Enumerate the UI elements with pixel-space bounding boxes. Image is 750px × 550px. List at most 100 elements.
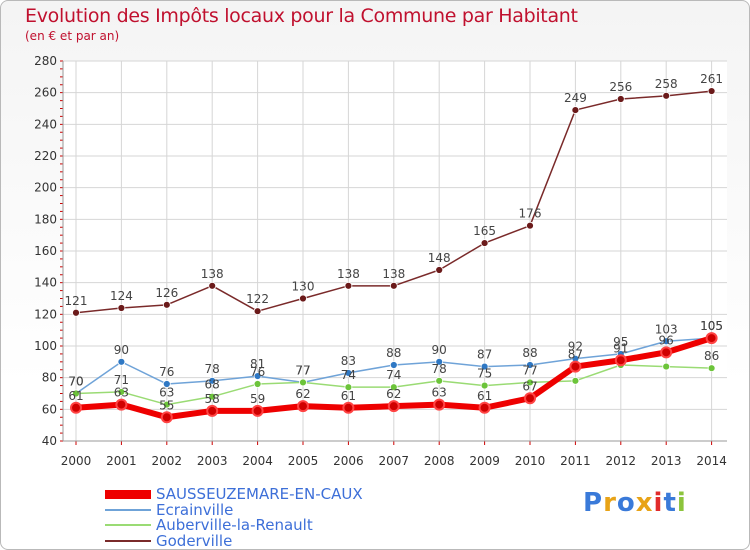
legend-label-sausseuzemare: SAUSSEUZEMARE-EN-CAUX (156, 485, 363, 503)
data-point-goderville (480, 239, 489, 247)
data-label-sausseuzemare-en-caux: 67 (522, 379, 537, 393)
data-point-sausseuzemare-en-caux (660, 346, 673, 359)
data-point-sausseuzemare-en-caux (524, 392, 536, 405)
x-tick-label: 2008 (424, 454, 455, 468)
data-point-sausseuzemare-en-caux (433, 398, 446, 411)
data-point-ecrainville (208, 376, 217, 385)
data-point-goderville (662, 91, 671, 100)
data-point-goderville (616, 95, 625, 103)
logo-letter: o (616, 488, 636, 518)
y-tick-label: 60 (42, 402, 57, 416)
x-tick-label: 2009 (469, 454, 500, 468)
data-label-auberville-la-renault: 71 (114, 373, 129, 387)
data-label-goderville: 256 (609, 80, 632, 94)
data-point-ecrainville (526, 361, 534, 369)
data-point-sausseuzemare-en-caux (342, 401, 355, 414)
data-point-ecrainville (117, 357, 126, 366)
data-label-sausseuzemare-en-caux: 62 (386, 387, 401, 401)
logo-letter: r (603, 488, 617, 518)
x-tick-label: 2006 (333, 454, 364, 468)
data-point-goderville (435, 266, 444, 274)
data-point-auberville-la-renault (162, 400, 171, 409)
x-tick-label: 2003 (197, 454, 228, 468)
data-label-ecrainville: 76 (159, 365, 174, 379)
data-label-sausseuzemare-en-caux: 55 (159, 398, 174, 412)
data-point-ecrainville (435, 357, 444, 366)
x-tick-label: 2013 (651, 454, 682, 468)
data-label-sausseuzemare-en-caux: 96 (659, 333, 674, 347)
data-point-sausseuzemare-en-caux (115, 398, 128, 411)
data-label-ecrainville: 103 (655, 322, 678, 336)
data-point-sausseuzemare-en-caux (478, 401, 491, 414)
data-point-auberville-la-renault (299, 378, 307, 387)
data-point-sausseuzemare-en-caux (251, 404, 264, 417)
data-point-ecrainville (253, 372, 262, 380)
data-point-auberville-la-renault (707, 364, 716, 373)
y-tick-label: 140 (34, 276, 57, 290)
data-point-goderville (299, 294, 307, 303)
data-label-auberville-la-renault: 75 (477, 367, 492, 381)
data-point-auberville-la-renault (72, 389, 80, 398)
data-point-auberville-la-renault (117, 388, 126, 396)
data-label-ecrainville: 90 (114, 343, 129, 357)
x-tick-label: 2000 (61, 454, 92, 468)
x-tick-label: 2004 (242, 454, 273, 468)
logo-letter: t (663, 488, 677, 518)
data-label-auberville-la-renault: 77 (522, 363, 537, 377)
legend-swatch-sausseuzemare (105, 490, 151, 499)
x-tick-label: 2014 (696, 454, 727, 468)
y-tick-label: 160 (34, 244, 57, 258)
y-tick-label: 260 (34, 86, 57, 100)
y-tick-label: 200 (34, 181, 57, 195)
data-label-goderville: 148 (428, 251, 451, 265)
data-point-auberville-la-renault (389, 383, 398, 392)
data-label-auberville-la-renault: 70 (68, 375, 83, 389)
data-label-goderville: 124 (110, 289, 133, 303)
data-label-auberville-la-renault: 74 (386, 368, 401, 382)
y-tick-label: 240 (34, 117, 57, 131)
data-label-ecrainville: 83 (341, 354, 356, 368)
x-tick-label: 2005 (288, 454, 319, 468)
data-point-goderville (208, 281, 217, 290)
data-point-auberville-la-renault (480, 381, 489, 390)
y-tick-label: 220 (34, 149, 57, 163)
data-label-sausseuzemare-en-caux: 105 (700, 319, 723, 333)
legend-swatch-auberville (105, 524, 151, 526)
data-label-sausseuzemare-en-caux: 87 (568, 348, 583, 362)
data-label-goderville: 165 (473, 224, 496, 238)
data-label-sausseuzemare-en-caux: 61 (68, 389, 83, 403)
data-point-auberville-la-renault (571, 376, 580, 385)
data-label-auberville-la-renault: 68 (205, 378, 220, 392)
data-label-auberville-la-renault: 78 (432, 362, 447, 376)
x-tick-label: 2010 (515, 454, 546, 468)
legend-label-auberville: Auberville-la-Renault (156, 516, 313, 534)
x-tick-label: 2011 (560, 454, 591, 468)
data-label-sausseuzemare-en-caux: 61 (341, 389, 356, 403)
data-point-auberville-la-renault (253, 380, 262, 388)
data-label-sausseuzemare-en-caux: 61 (477, 389, 492, 403)
data-label-ecrainville: 77 (295, 363, 310, 377)
data-point-sausseuzemare-en-caux (206, 404, 219, 417)
data-point-sausseuzemare-en-caux (387, 400, 400, 413)
y-tick-label: 180 (34, 212, 57, 226)
data-label-goderville: 130 (292, 280, 315, 294)
data-point-ecrainville (162, 380, 171, 388)
legend-swatch-ecrainville (105, 509, 151, 511)
data-label-goderville: 122 (246, 292, 269, 306)
data-label-ecrainville: 92 (568, 340, 583, 354)
y-tick-label: 80 (42, 371, 57, 385)
data-point-ecrainville (662, 337, 671, 346)
chart-title: Evolution des Impôts locaux pour la Comm… (25, 5, 578, 27)
data-point-auberville-la-renault (208, 392, 217, 401)
data-label-sausseuzemare-en-caux: 63 (114, 386, 129, 400)
data-label-goderville: 138 (201, 267, 224, 281)
data-point-goderville (253, 307, 262, 316)
data-point-goderville (162, 300, 171, 309)
logo-letter: i (676, 488, 687, 518)
data-label-sausseuzemare-en-caux: 91 (613, 341, 628, 355)
data-point-sausseuzemare-en-caux (70, 401, 82, 414)
legend-label-goderville: Goderville (156, 532, 233, 550)
data-point-sausseuzemare-en-caux (297, 400, 309, 413)
